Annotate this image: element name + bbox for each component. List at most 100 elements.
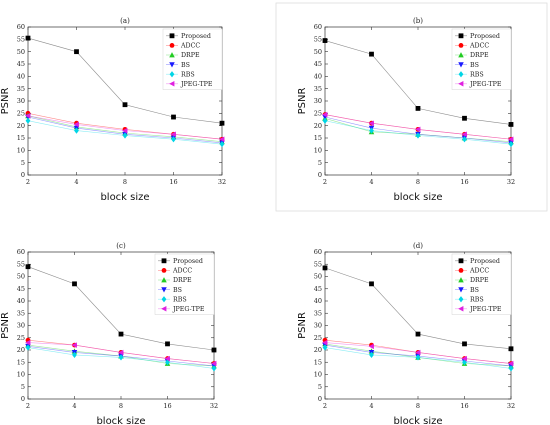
data-point-proposed [415,106,421,111]
data-point-jpeg-tpe [25,339,31,346]
x-tick-label: 2 [26,402,30,410]
y-tick-label: 60 [17,23,25,31]
x-tick-label: 4 [369,402,373,410]
y-tick-label: 25 [17,110,25,118]
legend-label: DRPE [470,52,489,59]
y-tick-label: 35 [314,85,322,93]
y-tick-label: 5 [21,383,25,391]
data-point-jpeg-tpe [508,360,514,367]
y-tick-label: 5 [318,383,322,391]
legend-marker-adcc [458,43,464,48]
data-point-rbs [415,354,421,361]
data-point-proposed [122,102,128,108]
y-tick-label: 20 [314,346,322,354]
y-tick-label: 45 [314,60,322,68]
legend-marker-bs [161,287,167,293]
y-axis-title: PSNR [0,312,11,339]
chart-panel-3: 0 5 10 15 20 25 30 35 40 45 50 55 60 2 4 8 16 32 (c) block … [0,242,218,425]
legend-label: Proposed [181,33,211,40]
data-point-proposed [322,265,328,271]
legend-marker-rbs [458,296,464,303]
legend: Proposed ADCC DRPE BS RBS JPEG-TPE [451,28,512,90]
x-tick-label: 4 [72,402,76,410]
legend: Proposed ADCC DRPE BS RBS JPEG-TPE [154,253,215,315]
data-point-jpeg-tpe [219,136,225,142]
data-point-proposed [508,346,514,352]
legend-label: DRPE [181,52,200,59]
x-tick-label: 4 [369,178,373,186]
y-tick-label: 45 [17,285,25,293]
y-tick-label: 20 [314,122,322,130]
data-point-rbs [25,344,31,351]
y-tick-label: 40 [17,297,25,305]
data-point-rbs [369,351,374,359]
x-tick-label: 4 [74,178,78,186]
y-tick-label: 0 [318,171,322,179]
panel-title: (d) [413,242,423,250]
data-point-proposed [508,122,514,127]
y-tick-label: 50 [314,48,322,56]
x-axis-title: block size [393,192,442,203]
data-point-jpeg-tpe [461,131,467,138]
legend-label: BS [181,62,190,69]
y-tick-label: 50 [17,273,25,281]
legend-label: DRPE [470,277,489,284]
data-point-rbs [415,132,421,139]
x-tick-label: 2 [323,402,327,410]
data-point-proposed [322,38,328,43]
data-point-rbs [74,127,79,134]
legend-marker-adcc [169,43,175,48]
legend-marker-adcc [161,268,167,273]
x-tick-label: 16 [163,402,171,410]
y-tick-label: 20 [17,122,25,130]
data-point-rbs [219,141,225,148]
legend-box [154,253,215,315]
x-axis-title: block size [96,416,145,425]
legend-label: ADCC [469,268,489,275]
data-point-jpeg-tpe [170,131,176,138]
y-tick-label: 30 [17,97,25,105]
y-tick-label: 30 [314,97,322,105]
y-tick-label: 45 [17,60,25,68]
data-point-jpeg-tpe [71,342,77,348]
legend-box [451,253,512,315]
legend-marker-drpe [169,52,175,58]
x-tick-label: 16 [460,402,468,410]
legend-marker-rbs [169,71,175,78]
y-tick-label: 50 [314,273,322,281]
x-axis-title: block size [100,192,149,203]
data-point-rbs [25,117,31,124]
legend-marker-bs [458,287,464,293]
legend-label: Proposed [470,258,500,265]
data-point-rbs [462,359,467,366]
y-tick-label: 55 [314,260,322,268]
y-tick-label: 35 [314,309,322,317]
legend-box [162,28,223,90]
data-point-jpeg-tpe [211,360,217,367]
legend: Proposed ADCC DRPE BS RBS JPEG-TPE [451,253,512,315]
data-point-jpeg-tpe [508,136,514,142]
data-point-proposed [25,35,31,41]
y-axis-title: PSNR [297,312,308,339]
data-point-proposed [165,341,170,347]
legend-marker-drpe [458,277,464,283]
data-point-jpeg-tpe [415,126,421,133]
x-tick-label: 8 [123,178,127,186]
legend-label: Proposed [470,33,500,40]
x-tick-label: 32 [210,402,218,410]
data-point-jpeg-tpe [322,339,328,346]
y-tick-label: 40 [314,73,322,81]
data-point-jpeg-tpe [122,127,128,134]
x-tick-label: 16 [169,178,177,186]
data-point-rbs [369,127,374,134]
legend-marker-rbs [458,71,464,78]
legend-label: BS [470,62,479,69]
data-point-jpeg-tpe [368,120,374,126]
legend-marker-drpe [161,277,167,283]
data-point-rbs [211,365,217,372]
y-axis-title: PSNR [0,88,11,115]
chart-panel-4: 0 5 10 15 20 25 30 35 40 45 50 55 60 2 4 8 16 32 (d) block … [297,242,515,425]
legend-label: ADCC [180,43,200,50]
legend-label: JPEG-TPE [469,306,502,313]
